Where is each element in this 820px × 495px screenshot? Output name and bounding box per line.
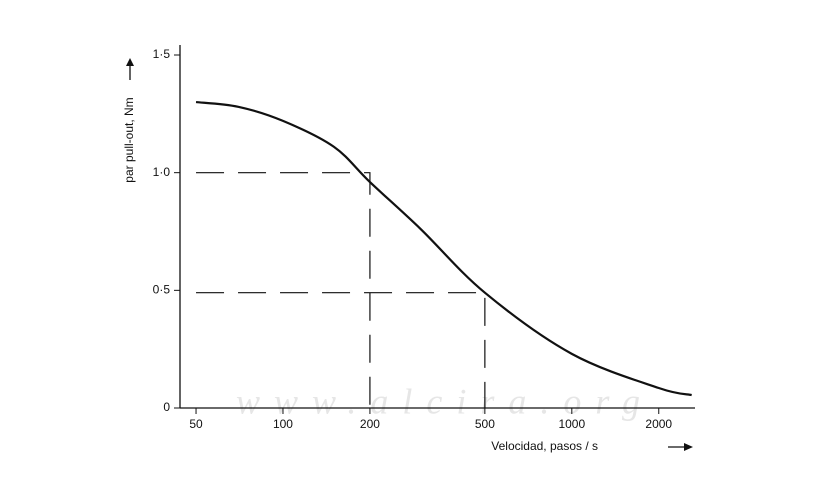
y-arrow-head — [126, 58, 134, 66]
y-axis-label: par pull-out, Nm — [122, 97, 136, 182]
x-tick-label: 200 — [360, 417, 380, 431]
guide-line — [196, 172, 371, 408]
x-tick-label: 100 — [273, 417, 293, 431]
y-tick-label: 1·5 — [153, 47, 171, 61]
x-tick-label: 1000 — [558, 417, 585, 431]
watermark: www.alcira.org — [236, 381, 654, 421]
x-tick-label: 2000 — [645, 417, 672, 431]
x-tick-label: 50 — [189, 417, 203, 431]
y-tick-label: 0·5 — [153, 283, 171, 297]
x-arrow-head — [684, 443, 693, 451]
curve — [195, 100, 692, 397]
y-tick-label: 0 — [163, 400, 170, 414]
x-tick-label: 500 — [475, 417, 495, 431]
guide-line — [196, 292, 486, 408]
y-tick-label: 1·0 — [153, 165, 171, 179]
x-axis-label: Velocidad, pasos / s — [491, 439, 598, 453]
